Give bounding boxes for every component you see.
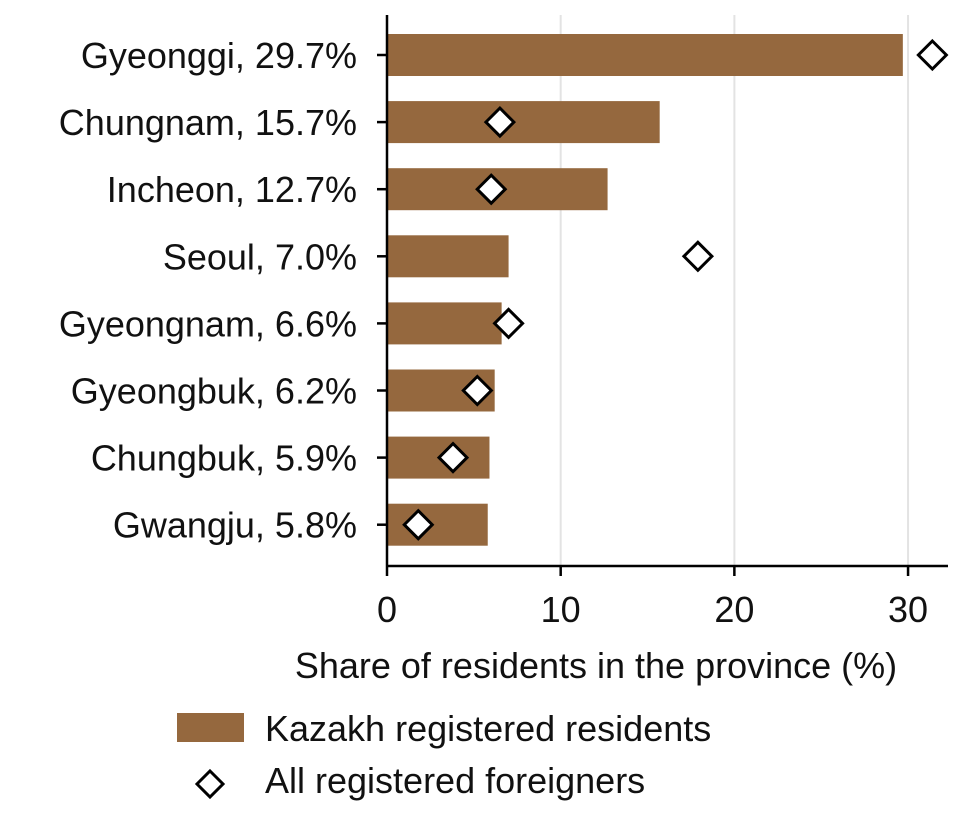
diamond-marker <box>436 441 470 474</box>
diamond-marker <box>681 240 715 273</box>
category-labels: Gyeonggi, 29.7% Chungnam, 15.7% Incheon, 1… <box>59 35 357 546</box>
category-label: Gyeonggi, 29.7% <box>81 35 357 76</box>
marker-series <box>402 38 949 541</box>
x-ticks: 0 10 20 30 <box>377 566 928 630</box>
legend-label-marker: All registered foreigners <box>265 760 645 801</box>
legend-swatch-bar <box>177 713 244 742</box>
category-label: Gyeongbuk, 6.2% <box>71 371 357 412</box>
diamond-marker <box>475 173 508 206</box>
category-label: Gyeongnam, 6.6% <box>59 303 357 344</box>
diamond-marker <box>916 38 949 72</box>
legend: Kazakh registered residents All register… <box>177 708 711 801</box>
category-label: Seoul, 7.0% <box>163 236 357 277</box>
category-label: Chungbuk, 5.9% <box>91 438 357 479</box>
diamond-marker <box>461 374 494 407</box>
bar <box>387 235 509 278</box>
x-tick-label: 0 <box>377 589 397 630</box>
x-tick-label: 10 <box>541 589 581 630</box>
grid-lines <box>559 15 910 566</box>
axes <box>377 15 948 568</box>
bar <box>387 101 660 144</box>
x-tick-label: 30 <box>888 589 928 630</box>
diamond-marker <box>402 508 435 541</box>
bar-series <box>387 34 903 546</box>
category-label: Incheon, 12.7% <box>107 169 357 210</box>
diamond-marker <box>492 307 525 340</box>
bar <box>387 503 488 546</box>
diamond-marker <box>483 105 517 139</box>
category-label: Chungnam, 15.7% <box>59 102 357 143</box>
bar <box>387 34 903 76</box>
x-axis-title: Share of residents in the province (%) <box>295 645 897 686</box>
legend-label-bar: Kazakh registered residents <box>265 708 711 749</box>
x-tick-label: 20 <box>714 589 754 630</box>
legend-diamond-icon <box>194 768 226 800</box>
bar <box>387 302 502 345</box>
category-label: Gwangju, 5.8% <box>113 505 357 546</box>
